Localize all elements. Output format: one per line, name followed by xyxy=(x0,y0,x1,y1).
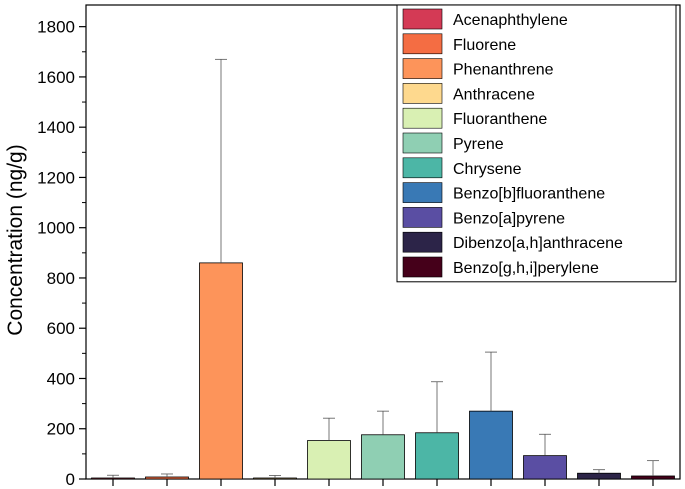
legend-swatch xyxy=(402,207,443,228)
error-bars xyxy=(107,58,659,478)
legend-label: Acenaphthylene xyxy=(453,12,568,29)
bar xyxy=(307,440,351,480)
y-tick-label: 1600 xyxy=(37,68,75,87)
y-tick-label: 200 xyxy=(47,420,75,439)
legend-box xyxy=(396,4,677,283)
legend-label: Pyrene xyxy=(453,136,504,153)
bar xyxy=(145,476,189,480)
bar xyxy=(523,455,567,480)
legend-swatch xyxy=(402,8,443,30)
bar xyxy=(415,432,459,480)
y-tick-label: 600 xyxy=(47,319,75,338)
legend-label: Chrysene xyxy=(453,161,522,178)
legend-swatch xyxy=(402,58,443,79)
legend: Acenaphthylene Fluorene Phenanthrene Anthra… xyxy=(396,4,677,283)
bar xyxy=(91,477,135,480)
y-tick-label: 1800 xyxy=(37,18,75,37)
y-tick-label: 400 xyxy=(47,369,75,388)
bar xyxy=(361,434,405,480)
legend-swatch xyxy=(402,256,443,278)
legend-label: Phenanthrene xyxy=(453,62,554,79)
y-axis-title: Concentration (ng/g) xyxy=(4,144,27,335)
x-axis xyxy=(112,479,654,486)
y-tick-label: 800 xyxy=(47,269,75,288)
bar xyxy=(631,475,675,480)
legend-label: Anthracene xyxy=(453,86,535,103)
bar xyxy=(577,472,621,480)
legend-label: Fluoranthene xyxy=(453,111,547,128)
y-tick-label: 0 xyxy=(66,470,75,489)
y-axis: 0 200 400 600 800 1000 1200 1400 1600 1800 xyxy=(37,18,86,489)
legend-swatch xyxy=(402,182,443,203)
bar xyxy=(199,262,243,480)
y-tick-label: 1200 xyxy=(37,168,75,187)
legend-swatch xyxy=(402,132,443,154)
bar xyxy=(469,410,513,480)
y-tick-label: 1400 xyxy=(37,118,75,137)
legend-swatch xyxy=(402,33,443,55)
legend-swatch xyxy=(402,83,443,104)
bar xyxy=(253,477,297,480)
legend-label: Benzo[g,h,i]perylene xyxy=(453,260,599,277)
legend-label: Benzo[b]fluoranthene xyxy=(453,186,605,203)
legend-label: Dibenzo[a,h]anthracene xyxy=(453,235,623,252)
legend-swatch xyxy=(402,157,443,179)
y-tick-label: 1000 xyxy=(37,219,75,238)
legend-swatch xyxy=(402,231,443,253)
legend-label: Fluorene xyxy=(453,37,516,54)
legend-label: Benzo[a]pyrene xyxy=(453,210,565,227)
legend-swatch xyxy=(402,107,443,129)
bars xyxy=(91,262,675,480)
